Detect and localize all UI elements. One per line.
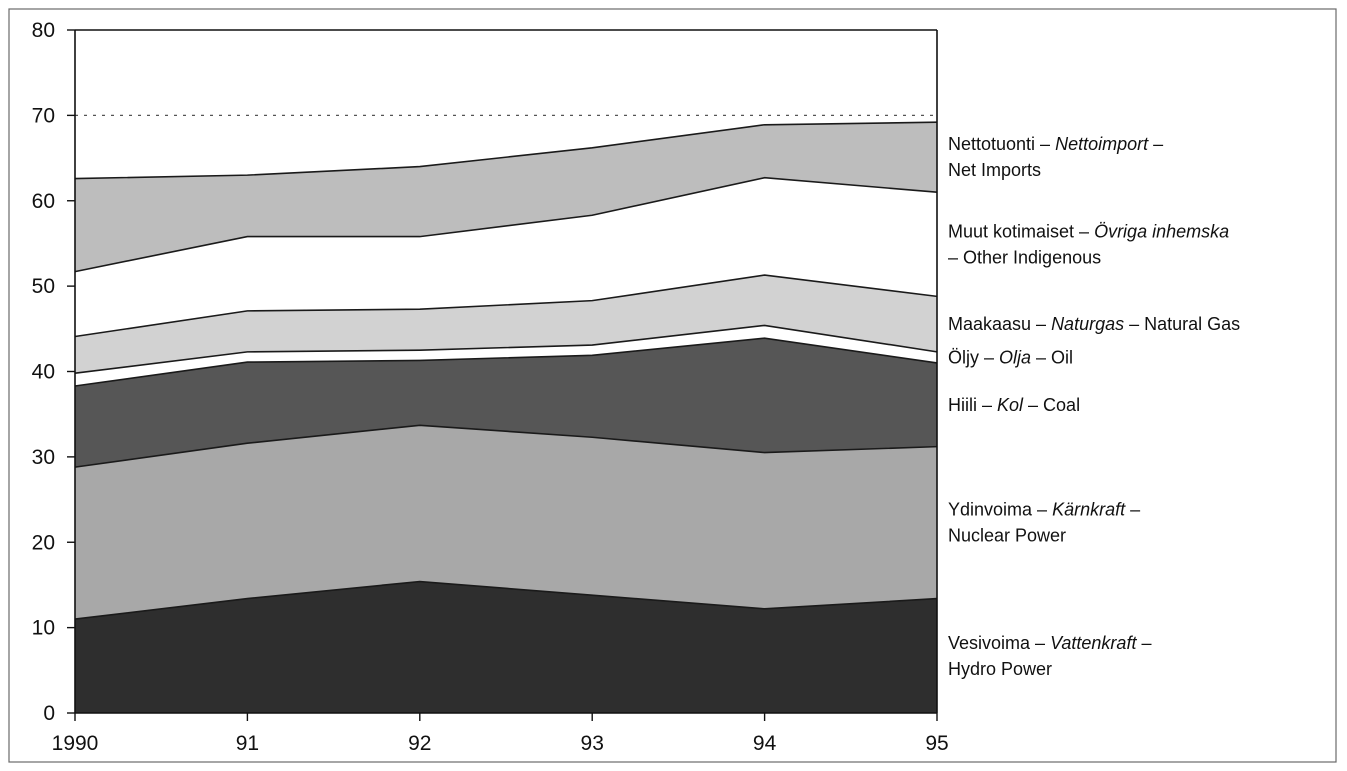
series-top-line-2 [74, 424, 938, 468]
legend-text-italic: Nettoimport [1055, 134, 1149, 154]
series-top-line-6 [74, 176, 938, 273]
y-tick-label: 60 [32, 190, 55, 213]
legend-label-7-line-2: Net Imports [948, 160, 1041, 180]
boundary-lines-layer [74, 121, 938, 620]
legend-text-plain: Hiili – [948, 395, 997, 415]
x-tick-label: 94 [753, 732, 777, 755]
series-top-line-4 [74, 324, 938, 375]
y-tick-label: 50 [32, 275, 55, 298]
legend-text-plain: Vesivoima – [948, 633, 1050, 653]
legend-text-plain: – Oil [1031, 347, 1073, 367]
series-top-line-7 [74, 121, 938, 180]
legend-text-plain: – Coal [1023, 395, 1080, 415]
legend-label-6: Muut kotimaiset – Övriga inhemska [948, 221, 1229, 241]
legend-label-6-line-2: – Other Indigenous [948, 247, 1101, 267]
x-tick-label: 93 [581, 732, 604, 755]
y-tick-label: 80 [32, 19, 55, 42]
area-series-1 [75, 581, 937, 713]
legend-label-2: Ydinvoima – Kärnkraft – [948, 500, 1140, 520]
area-series-4 [75, 325, 937, 387]
legend-label-7: Nettotuonti – Nettoimport – [948, 134, 1163, 154]
legend-text-plain: Nettotuonti – [948, 134, 1055, 154]
legend-text-italic: Vattenkraft [1050, 633, 1137, 653]
legend-text-plain: Muut kotimaiset – [948, 221, 1094, 241]
area-series-3 [75, 338, 937, 468]
x-tick-label: 92 [408, 732, 431, 755]
area-series-6 [75, 177, 937, 337]
legend-text-plain: Öljy – [948, 347, 999, 367]
area-series-2 [75, 425, 937, 620]
chart-frame [8, 8, 1337, 763]
y-tick-label: 10 [32, 617, 55, 640]
y-tick-label: 30 [32, 446, 55, 469]
legend-text-italic: Olja [999, 347, 1031, 367]
series-top-line-3 [74, 337, 938, 387]
legend-text-italic: Övriga inhemska [1094, 221, 1229, 241]
series-top-line-1 [74, 580, 938, 620]
legend-text-plain: Maakaasu – [948, 314, 1051, 334]
y-tick-label: 0 [43, 702, 55, 725]
y-tick-label: 70 [32, 104, 55, 127]
legend-layer: Vesivoima – Vattenkraft – Hydro Power Ydin… [948, 134, 1240, 679]
y-tick-label: 20 [32, 531, 55, 554]
legend-text-plain: Ydinvoima – [948, 500, 1052, 520]
x-tick-label: 95 [925, 732, 948, 755]
legend-text-italic: Kol [997, 395, 1024, 415]
legend-label-1: Vesivoima – Vattenkraft – [948, 633, 1151, 653]
area-series-5 [75, 275, 937, 374]
legend-label-4: Öljy – Olja – Oil [948, 347, 1073, 367]
y-tick-label: 40 [32, 361, 55, 384]
legend-label-3: Hiili – Kol – Coal [948, 395, 1080, 415]
legend-text-plain: – [1136, 633, 1151, 653]
tick-labels-layer: 0 10 20 30 40 50 60 70 80 1990 91 92 93 94 95 [32, 19, 949, 755]
legend-label-5: Maakaasu – Naturgas – Natural Gas [948, 314, 1240, 334]
series-top-line-5 [74, 274, 938, 338]
x-tick-label: 91 [236, 732, 259, 755]
areas-layer [75, 122, 937, 713]
legend-label-2-line-2: Nuclear Power [948, 526, 1066, 546]
legend-text-italic: Kärnkraft [1052, 500, 1126, 520]
x-tick-label: 1990 [52, 732, 99, 755]
legend-text-plain: – Natural Gas [1124, 314, 1240, 334]
area-series-7 [75, 122, 937, 272]
legend-label-1-line-2: Hydro Power [948, 659, 1052, 679]
legend-text-italic: Naturgas [1051, 314, 1124, 334]
legend-text-plain: – [1125, 500, 1140, 520]
legend-text-plain: – [1148, 134, 1163, 154]
